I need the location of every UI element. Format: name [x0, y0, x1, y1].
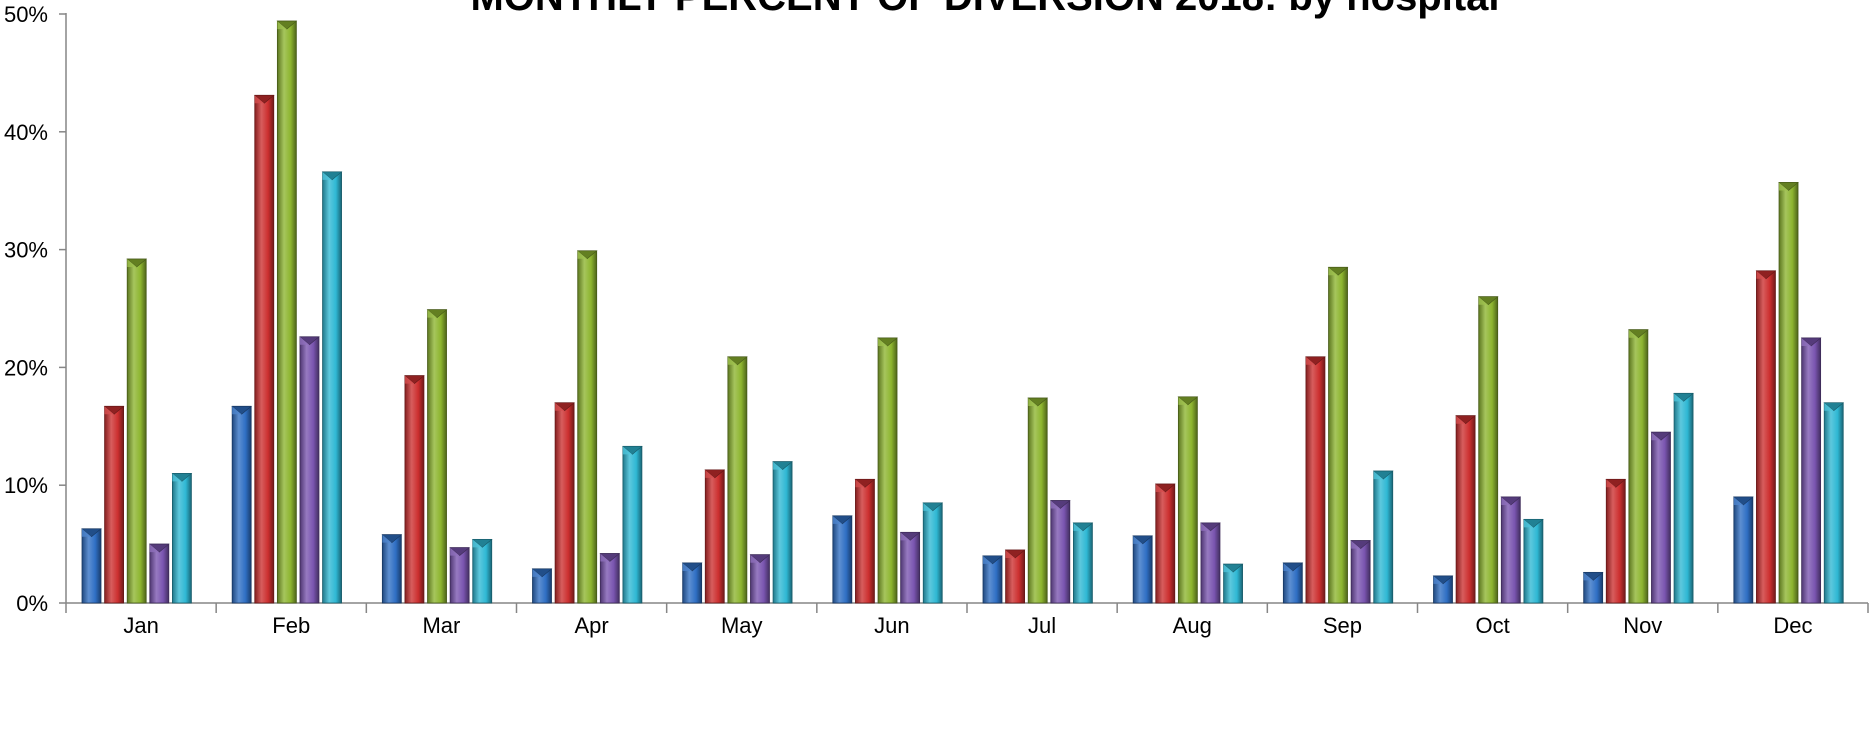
- bar: [1628, 329, 1649, 604]
- bar: [1072, 522, 1094, 604]
- bar: [1132, 535, 1153, 604]
- bar: [922, 502, 944, 604]
- bar: [299, 336, 320, 604]
- x-category-label: Oct: [1475, 613, 1509, 638]
- bar: [81, 528, 102, 604]
- bar: [749, 554, 771, 604]
- bar: [727, 356, 748, 604]
- bar: [1477, 296, 1499, 604]
- bar: [1605, 478, 1627, 604]
- x-category-label: Nov: [1623, 613, 1662, 638]
- bar: [877, 337, 898, 604]
- bar: [1800, 337, 1822, 604]
- bar: [1004, 549, 1026, 604]
- x-category-label: Dec: [1773, 613, 1812, 638]
- bar: [1350, 540, 1371, 604]
- bar: [404, 375, 425, 604]
- bar: [1673, 392, 1694, 604]
- chart-title: MONTHLY PERCENT OF DIVERSION 2018: by ho…: [470, 0, 1499, 19]
- bar: [1755, 270, 1777, 604]
- bar: [1049, 500, 1071, 604]
- x-category-label: Aug: [1173, 613, 1212, 638]
- bar: [599, 553, 621, 604]
- bar: [381, 534, 403, 604]
- bar: [449, 547, 470, 604]
- bar: [231, 405, 252, 604]
- x-category-label: Feb: [272, 613, 310, 638]
- x-category-label: Sep: [1323, 613, 1362, 638]
- bar: [171, 473, 193, 604]
- x-category-label: Jul: [1028, 613, 1056, 638]
- chart-bars: [81, 20, 1845, 604]
- bar: [321, 171, 343, 604]
- bar: [426, 309, 448, 604]
- y-tick-label: 10%: [4, 473, 48, 498]
- bar: [1582, 571, 1604, 604]
- x-category-label: May: [721, 613, 763, 638]
- bar: [554, 402, 575, 604]
- x-category-label: Jun: [874, 613, 909, 638]
- bar: [1500, 496, 1522, 604]
- bar: [1523, 518, 1544, 604]
- chart-ticks: 0% 10% 20% 30% 40% 50% Jan Feb Mar Apr May Jun Jul Au…: [4, 2, 1869, 638]
- bar: [1282, 562, 1304, 604]
- bar: [531, 568, 553, 604]
- bar: [1327, 266, 1349, 604]
- bar: [276, 20, 298, 604]
- bar: [1027, 397, 1049, 604]
- bar: [681, 562, 703, 604]
- bar: [1650, 431, 1672, 604]
- y-tick-label: 50%: [4, 2, 48, 27]
- bar: [982, 555, 1003, 604]
- bar: [622, 445, 643, 604]
- bar: [1733, 496, 1754, 604]
- bar: [899, 531, 921, 604]
- bar: [103, 405, 125, 604]
- bar: [253, 94, 275, 604]
- bar: [1305, 356, 1326, 604]
- x-category-label: Mar: [422, 613, 460, 638]
- bar: [576, 250, 598, 604]
- bar: [126, 258, 148, 604]
- bar: [1778, 182, 1799, 604]
- x-category-label: Apr: [574, 613, 608, 638]
- bar: [854, 478, 876, 604]
- bar: [772, 461, 793, 604]
- bar: [1177, 396, 1199, 604]
- y-tick-label: 30%: [4, 238, 48, 263]
- bar: [1154, 483, 1176, 604]
- bar: [1823, 402, 1845, 604]
- bar: [148, 543, 170, 604]
- x-category-label: Jan: [123, 613, 158, 638]
- y-tick-label: 0%: [16, 591, 48, 616]
- bar: [1222, 563, 1244, 604]
- bar: [471, 538, 493, 604]
- y-tick-label: 20%: [4, 355, 48, 380]
- bar: [832, 515, 853, 604]
- bar: [1372, 470, 1394, 604]
- y-tick-label: 40%: [4, 120, 48, 145]
- bar: [704, 469, 726, 604]
- bar: [1455, 415, 1476, 604]
- bar: [1200, 522, 1221, 604]
- bar: [1432, 575, 1454, 604]
